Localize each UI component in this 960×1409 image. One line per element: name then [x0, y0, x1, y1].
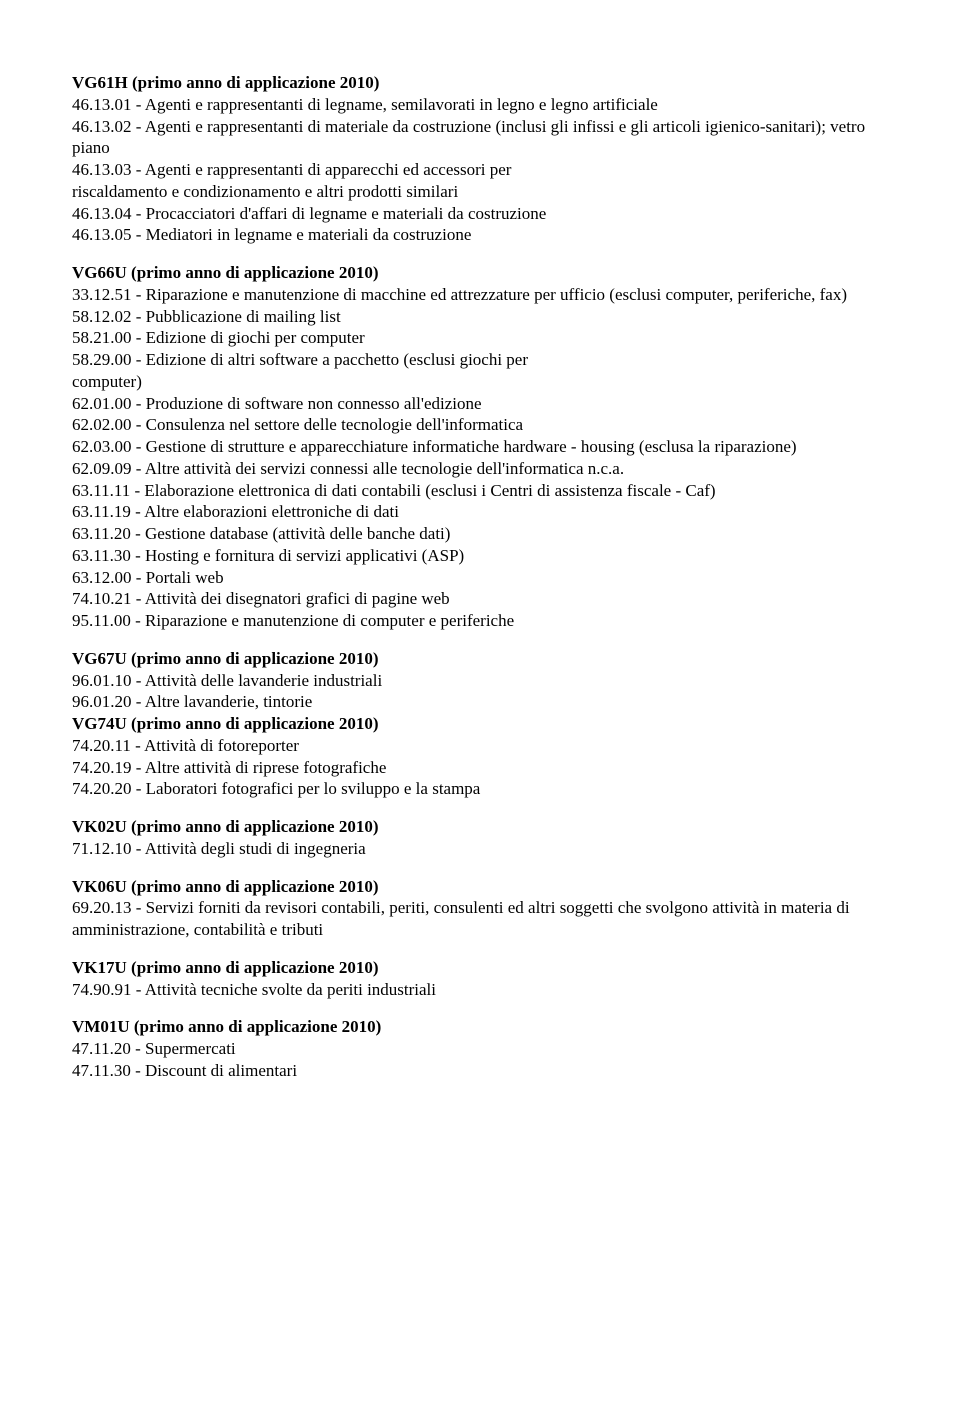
list-item: 74.90.91 - Attività tecniche svolte da p… — [72, 979, 888, 1001]
section: VK17U (primo anno di applicazione 2010)7… — [72, 957, 888, 1001]
list-item: 95.11.00 - Riparazione e manutenzione di… — [72, 610, 888, 632]
section-title: VK02U (primo anno di applicazione 2010) — [72, 816, 888, 838]
list-item: 62.03.00 - Gestione di strutture e appar… — [72, 436, 888, 458]
list-item: 63.11.30 - Hosting e fornitura di serviz… — [72, 545, 888, 567]
section-title: VG67U (primo anno di applicazione 2010) — [72, 648, 888, 670]
section: VK02U (primo anno di applicazione 2010)7… — [72, 816, 888, 860]
list-item: 74.20.20 - Laboratori fotografici per lo… — [72, 778, 888, 800]
list-item: 46.13.05 - Mediatori in legname e materi… — [72, 224, 888, 246]
list-item: 63.12.00 - Portali web — [72, 567, 888, 589]
list-item: computer) — [72, 371, 888, 393]
section-title: VK06U (primo anno di applicazione 2010) — [72, 876, 888, 898]
list-item: 58.29.00 - Edizione di altri software a … — [72, 349, 888, 371]
list-item: 46.13.04 - Procacciatori d'affari di leg… — [72, 203, 888, 225]
list-item: 96.01.20 - Altre lavanderie, tintorie — [72, 691, 888, 713]
list-item: 58.12.02 - Pubblicazione di mailing list — [72, 306, 888, 328]
list-item: 47.11.20 - Supermercati — [72, 1038, 888, 1060]
list-item: 58.21.00 - Edizione di giochi per comput… — [72, 327, 888, 349]
section: VG61H (primo anno di applicazione 2010)4… — [72, 72, 888, 246]
section-title: VG61H (primo anno di applicazione 2010) — [72, 72, 888, 94]
list-item: 62.02.00 - Consulenza nel settore delle … — [72, 414, 888, 436]
list-item: 74.20.19 - Altre attività di riprese fot… — [72, 757, 888, 779]
list-item: 62.09.09 - Altre attività dei servizi co… — [72, 458, 888, 480]
section-title: VK17U (primo anno di applicazione 2010) — [72, 957, 888, 979]
list-item: 46.13.02 - Agenti e rappresentanti di ma… — [72, 116, 888, 160]
section-title: VG66U (primo anno di applicazione 2010) — [72, 262, 888, 284]
section: VM01U (primo anno di applicazione 2010)4… — [72, 1016, 888, 1081]
list-item: 63.11.19 - Altre elaborazioni elettronic… — [72, 501, 888, 523]
section-title: VM01U (primo anno di applicazione 2010) — [72, 1016, 888, 1038]
list-item: riscaldamento e condizionamento e altri … — [72, 181, 888, 203]
list-item: 69.20.13 - Servizi forniti da revisori c… — [72, 897, 888, 941]
section-subtitle: VG74U (primo anno di applicazione 2010) — [72, 713, 888, 735]
list-item: 46.13.01 - Agenti e rappresentanti di le… — [72, 94, 888, 116]
section: VG66U (primo anno di applicazione 2010)3… — [72, 262, 888, 632]
list-item: 47.11.30 - Discount di alimentari — [72, 1060, 888, 1082]
list-item: 62.01.00 - Produzione di software non co… — [72, 393, 888, 415]
list-item: 46.13.03 - Agenti e rappresentanti di ap… — [72, 159, 888, 181]
list-item: 33.12.51 - Riparazione e manutenzione di… — [72, 284, 888, 306]
section: VG67U (primo anno di applicazione 2010)9… — [72, 648, 888, 800]
list-item: 71.12.10 - Attività degli studi di ingeg… — [72, 838, 888, 860]
list-item: 74.20.11 - Attività di fotoreporter — [72, 735, 888, 757]
list-item: 63.11.11 - Elaborazione elettronica di d… — [72, 480, 888, 502]
list-item: 74.10.21 - Attività dei disegnatori graf… — [72, 588, 888, 610]
list-item: 96.01.10 - Attività delle lavanderie ind… — [72, 670, 888, 692]
list-item: 63.11.20 - Gestione database (attività d… — [72, 523, 888, 545]
section: VK06U (primo anno di applicazione 2010)6… — [72, 876, 888, 941]
